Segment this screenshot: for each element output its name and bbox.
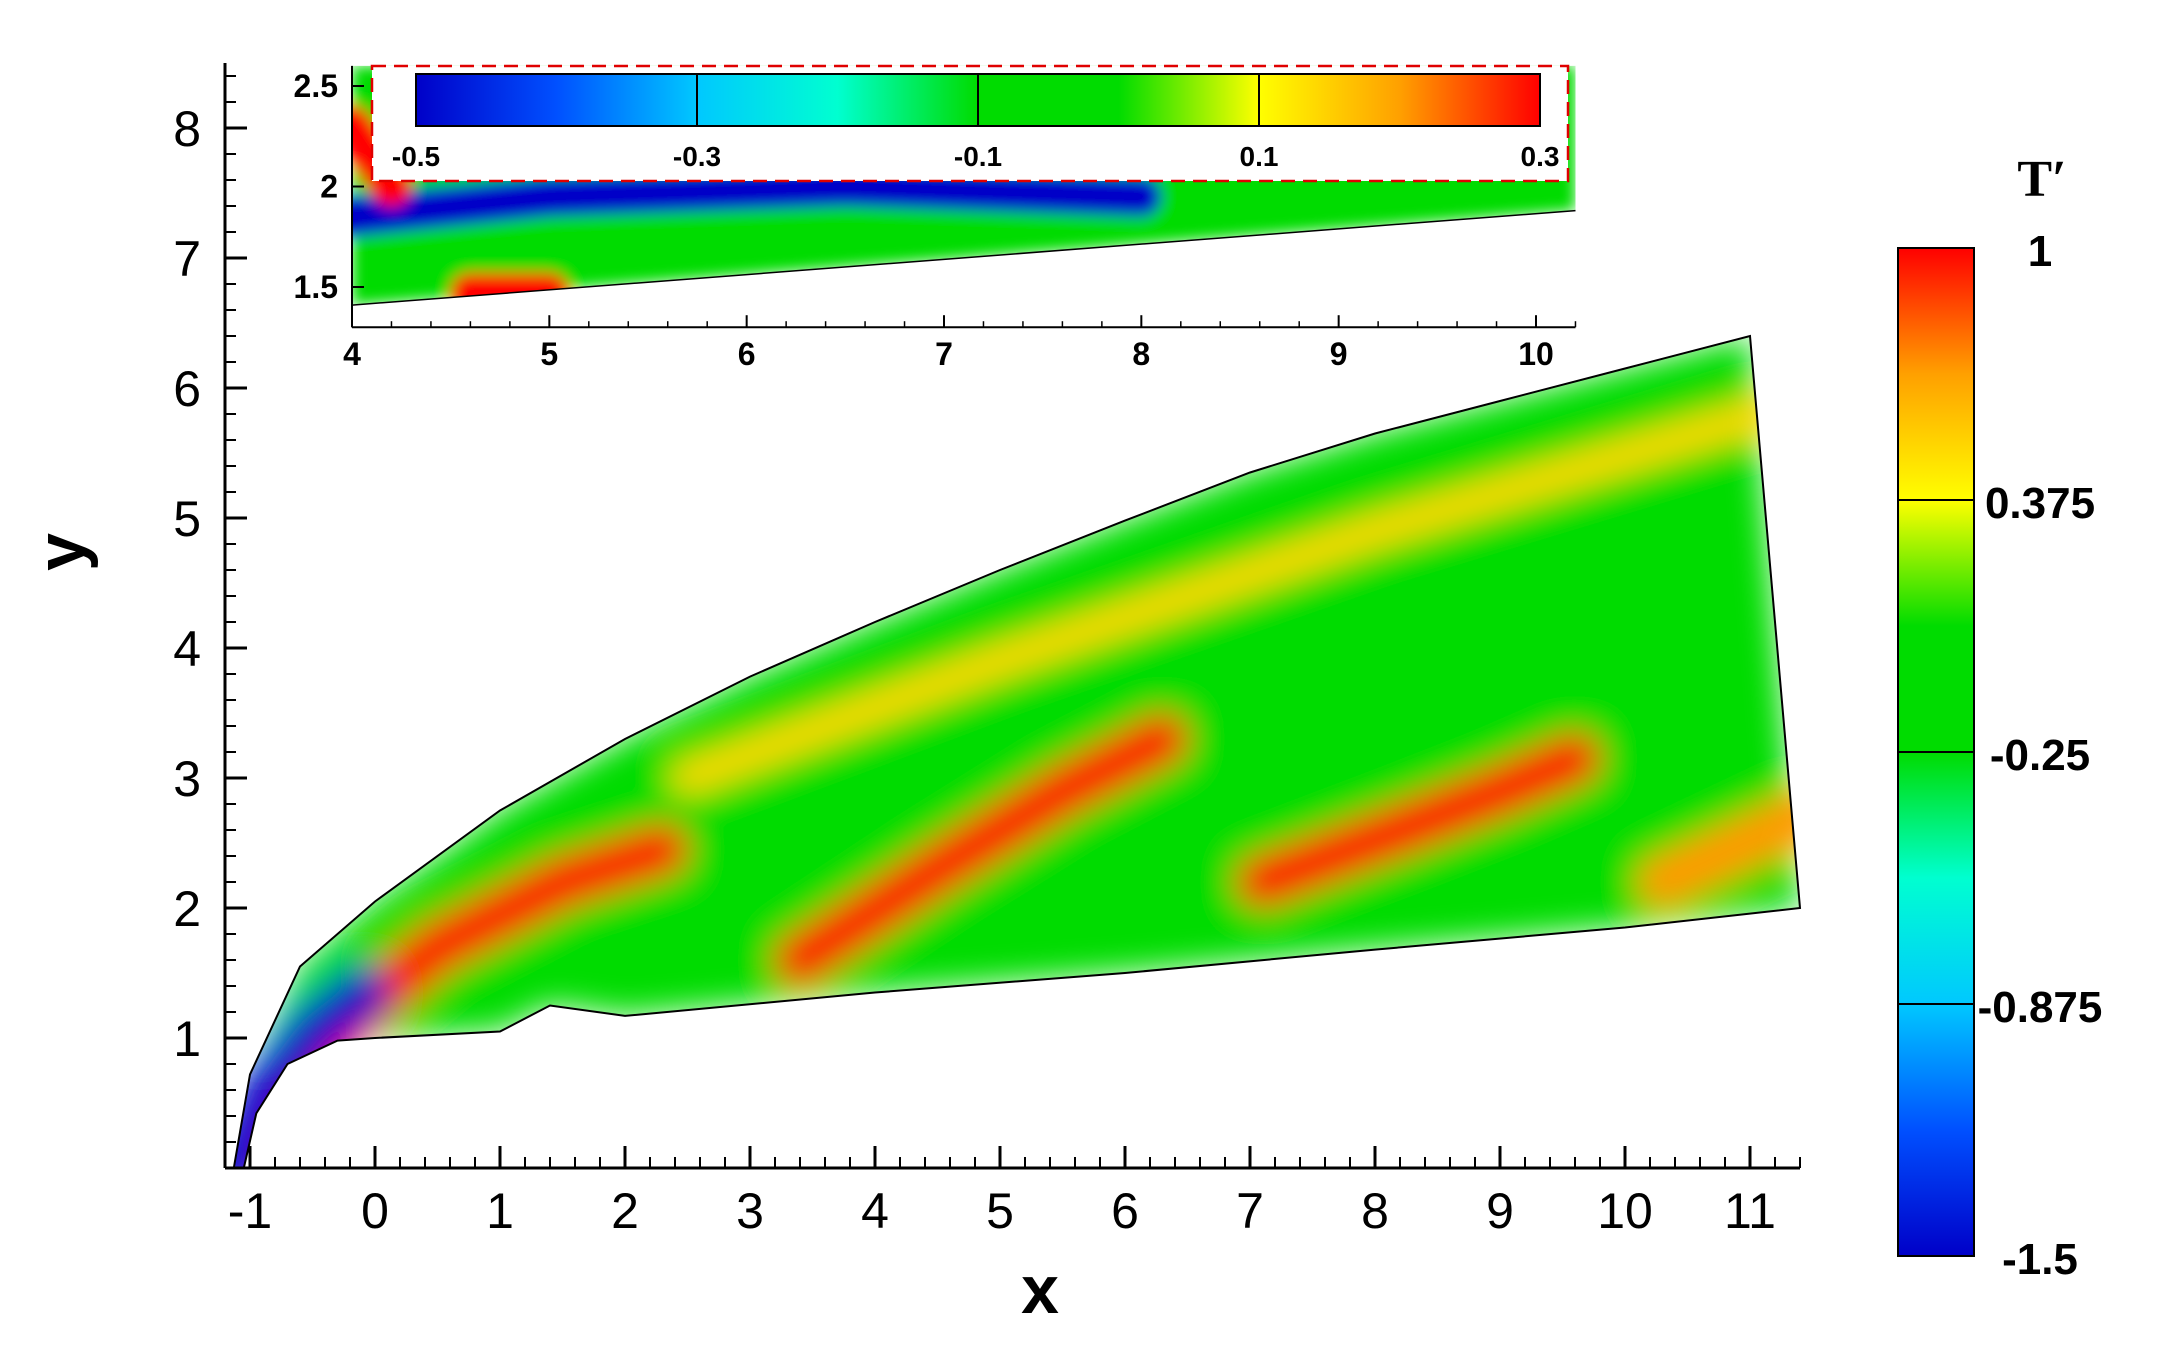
inset-axes: 4 5 6 7 8 9 10 1.5 2 2.5 <box>294 65 1577 372</box>
inset-colorbar-tick-label: -0.1 <box>954 141 1002 172</box>
x-tick-label: 0 <box>361 1183 389 1239</box>
inset-colorbar-tick-label: -0.3 <box>673 141 721 172</box>
inset-domain-outline <box>351 209 1576 306</box>
x-tick-label: 1 <box>486 1183 514 1239</box>
colorbar-tick-label: 0.375 <box>1985 479 2095 528</box>
inset-x-tick-label: 4 <box>343 336 361 372</box>
inset-highlight-box <box>370 64 1570 183</box>
x-tick-label: 8 <box>1361 1183 1389 1239</box>
temperature-field <box>233 336 1800 1168</box>
x-tick-label: 5 <box>986 1183 1014 1239</box>
inset-colorbar-tick-label: 0.1 <box>1240 141 1279 172</box>
inset-y-tick-label: 2.5 <box>294 68 338 104</box>
colorbar-tick-label: 1 <box>2028 227 2052 276</box>
y-tick-label: 8 <box>173 101 201 157</box>
x-tick-label: 3 <box>736 1183 764 1239</box>
inset-x-tick-label: 5 <box>540 336 558 372</box>
inset-x-tick-label: 8 <box>1132 336 1150 372</box>
y-tick-label: 4 <box>173 621 201 677</box>
inset-plot: 4 5 6 7 8 9 10 1.5 2 2.5 -0.5 -0.3 -0.1 0.1 0.3 <box>294 63 1577 372</box>
x-tick-label: -1 <box>228 1183 272 1239</box>
colorbar-tick-label: -0.875 <box>1978 983 2103 1032</box>
x-tick-label: 6 <box>1111 1183 1139 1239</box>
colorbar-title: T′ <box>2017 151 2066 208</box>
x-tick-label: 10 <box>1597 1183 1653 1239</box>
x-tick-label: 2 <box>611 1183 639 1239</box>
inset-x-tick-label: 9 <box>1330 336 1348 372</box>
temperature-streak <box>774 713 1189 986</box>
inset-colorbar-tick-label: 0.3 <box>1521 141 1560 172</box>
y-tick-label: 6 <box>173 361 201 417</box>
y-tick-label: 1 <box>173 1011 201 1067</box>
y-tick-label: 3 <box>173 751 201 807</box>
x-axis-label: x <box>1021 1252 1059 1328</box>
inset-streak <box>352 166 1162 237</box>
temperature-streak <box>1636 791 1800 908</box>
colorbar-tick-label: -0.25 <box>1990 731 2090 780</box>
colorbar: 1 0.375 -0.25 -0.875 -1.5 T′ <box>1897 151 2102 1284</box>
inset-x-tick-label: 10 <box>1518 336 1554 372</box>
inset-colorbar-tick-label: -0.5 <box>392 141 440 172</box>
x-tick-label: 4 <box>861 1183 889 1239</box>
inset-colorbar-ticks: -0.5 -0.3 -0.1 0.1 0.3 <box>392 74 1560 172</box>
domain-outline <box>232 334 1802 1169</box>
y-tick-label: 2 <box>173 881 201 937</box>
inset-x-tick-label: 6 <box>738 336 756 372</box>
x-tick-label: 7 <box>1236 1183 1264 1239</box>
y-tick-label: 5 <box>173 491 201 547</box>
temperature-streak <box>233 966 389 1168</box>
y-tick-label: 7 <box>173 231 201 287</box>
inset-y-tick-label: 2 <box>320 169 338 205</box>
inset-y-tick-label: 1.5 <box>294 269 338 305</box>
x-tick-label: 9 <box>1486 1183 1514 1239</box>
x-tick-label: 11 <box>1724 1183 1776 1239</box>
temperature-streak <box>1236 732 1601 908</box>
temperature-streak <box>670 397 1780 795</box>
inset-x-tick-label: 7 <box>935 336 953 372</box>
colorbar-ticks: 1 0.375 -0.25 -0.875 -1.5 <box>1898 227 2102 1284</box>
field-base <box>233 336 1800 1168</box>
colorbar-tick-label: -1.5 <box>2002 1235 2078 1284</box>
y-axis-label: y <box>23 533 99 571</box>
